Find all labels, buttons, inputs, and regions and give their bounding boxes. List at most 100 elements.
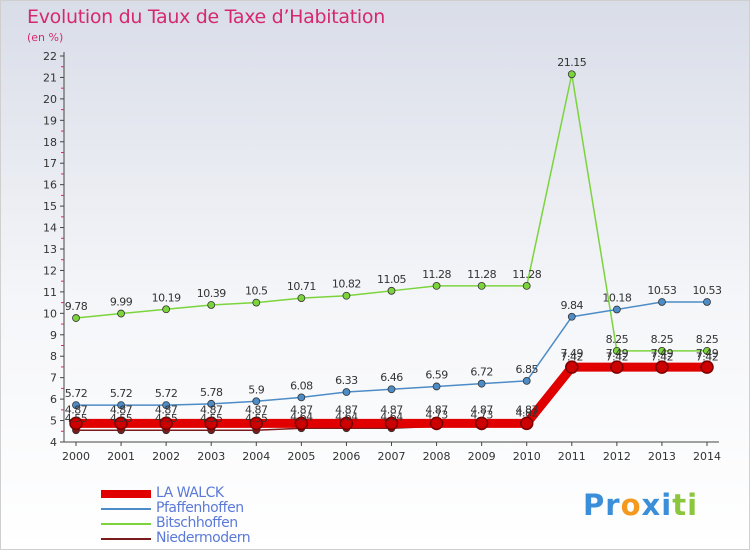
data-label: 11.05 xyxy=(377,273,406,286)
data-point xyxy=(567,70,576,79)
data-label: 6.46 xyxy=(380,371,403,384)
data-point xyxy=(117,309,125,318)
y-tick-label: 13 xyxy=(43,243,57,256)
data-label: 10.18 xyxy=(602,291,631,304)
data-label: 10.39 xyxy=(197,287,226,300)
logo-letter: i xyxy=(661,488,673,522)
data-label: 8.25 xyxy=(651,333,674,346)
data-label: 11.28 xyxy=(422,268,451,281)
y-tick-label: 18 xyxy=(43,136,57,149)
data-point xyxy=(207,301,216,309)
data-point xyxy=(72,314,80,322)
logo-letter: r xyxy=(605,488,621,522)
y-tick-label: 5 xyxy=(50,415,57,428)
data-label: 7.49 xyxy=(606,347,629,360)
x-tick-label: 2007 xyxy=(378,450,406,463)
x-tick-label: 2014 xyxy=(693,450,721,463)
y-tick-label: 4 xyxy=(50,436,57,449)
proxiti-logo[interactable]: Proxiti xyxy=(583,488,698,522)
x-tick-label: 2009 xyxy=(468,450,496,463)
data-point xyxy=(342,291,351,300)
data-point xyxy=(162,305,171,314)
x-tick-label: 2012 xyxy=(603,450,631,463)
data-label: 4.64 xyxy=(335,410,358,423)
data-label: 4.82 xyxy=(515,406,538,419)
data-point-la-walck xyxy=(565,360,579,374)
data-label: 4.64 xyxy=(290,410,313,423)
y-tick-label: 6 xyxy=(50,393,57,406)
data-point-la-walck xyxy=(655,360,669,374)
data-label: 6.72 xyxy=(470,366,493,379)
y-tick-label: 8 xyxy=(50,350,57,363)
data-point xyxy=(342,388,351,396)
data-label: 6.85 xyxy=(515,363,538,376)
data-point-la-walck xyxy=(474,416,489,431)
data-point xyxy=(432,382,441,391)
data-label: 4.87 xyxy=(515,403,538,416)
data-label: 4.73 xyxy=(470,408,493,421)
data-label: 8.25 xyxy=(606,333,629,346)
data-label: 4.87 xyxy=(110,403,133,416)
data-point xyxy=(117,401,125,410)
data-label: 5.72 xyxy=(110,387,133,400)
y-tick-label: 12 xyxy=(43,264,57,277)
data-point xyxy=(522,281,531,290)
data-point xyxy=(658,346,666,355)
data-label: 10.53 xyxy=(647,284,676,297)
y-tick-label: 17 xyxy=(43,157,57,170)
data-point xyxy=(162,401,171,410)
data-point xyxy=(703,346,711,355)
data-label: 4.64 xyxy=(380,410,403,423)
y-tick-label: 15 xyxy=(43,200,57,213)
legend-label: Bitschhoffen xyxy=(156,515,238,531)
data-point xyxy=(387,385,396,394)
data-label: 9.84 xyxy=(561,299,584,312)
y-tick-label: 14 xyxy=(43,222,57,235)
x-tick-label: 2006 xyxy=(332,450,360,463)
data-label: 4.87 xyxy=(200,403,223,416)
data-label: 4.87 xyxy=(290,403,313,416)
data-label: 7.49 xyxy=(696,347,719,360)
data-label: 6.08 xyxy=(290,379,313,392)
data-point xyxy=(297,393,306,402)
data-label: 6.33 xyxy=(335,374,358,387)
y-tick-label: 10 xyxy=(43,307,57,320)
data-label: 4.87 xyxy=(470,403,493,416)
data-label: 4.87 xyxy=(245,403,268,416)
logo-letter: i xyxy=(687,488,699,522)
data-point xyxy=(207,399,216,408)
legend-item-niedermodern: Niedermodern xyxy=(101,530,321,546)
x-tick-label: 2008 xyxy=(423,450,451,463)
data-point xyxy=(252,397,261,406)
chart-axes: 4 5 6 7 8 9 10 11 12 13 14 15 16 17 18 19 20 21 22 2000 2001… xyxy=(43,50,721,463)
data-point-la-walck xyxy=(519,416,534,431)
x-tick-label: 2010 xyxy=(513,450,541,463)
legend-swatch-bitschhoffen xyxy=(101,523,151,525)
data-label: 6.59 xyxy=(425,368,448,381)
data-point-la-walck xyxy=(429,416,444,431)
data-point-la-walck xyxy=(339,416,354,431)
data-label: 4.55 xyxy=(65,412,88,425)
data-point xyxy=(297,294,306,303)
legend-swatch-niedermodern xyxy=(101,538,151,540)
data-label: 7.42 xyxy=(606,351,629,364)
chart-legend: LA WALCK Pfaffenhoffen Bitschhoffen Nied… xyxy=(101,485,321,546)
chart-subtitle: (en %) xyxy=(27,31,64,44)
data-point-la-walck xyxy=(610,360,624,374)
data-label: 11.28 xyxy=(467,268,496,281)
legend-label: LA WALCK xyxy=(156,485,224,501)
legend-item-bitschhoffen: Bitschhoffen xyxy=(101,515,321,531)
data-point-la-walck xyxy=(69,416,83,431)
data-label: 7.42 xyxy=(696,351,719,364)
data-label: 8.25 xyxy=(696,333,719,346)
y-tick-label: 16 xyxy=(43,179,57,192)
data-point xyxy=(703,298,711,306)
y-tick-label: 9 xyxy=(50,329,57,342)
legend-swatch-pfaffenhoffen xyxy=(101,508,151,510)
logo-letter: P xyxy=(583,488,606,522)
data-label: 4.87 xyxy=(425,403,448,416)
x-tick-label: 2011 xyxy=(558,450,586,463)
data-point-la-walck xyxy=(114,416,128,431)
y-tick-label: 11 xyxy=(43,286,57,299)
